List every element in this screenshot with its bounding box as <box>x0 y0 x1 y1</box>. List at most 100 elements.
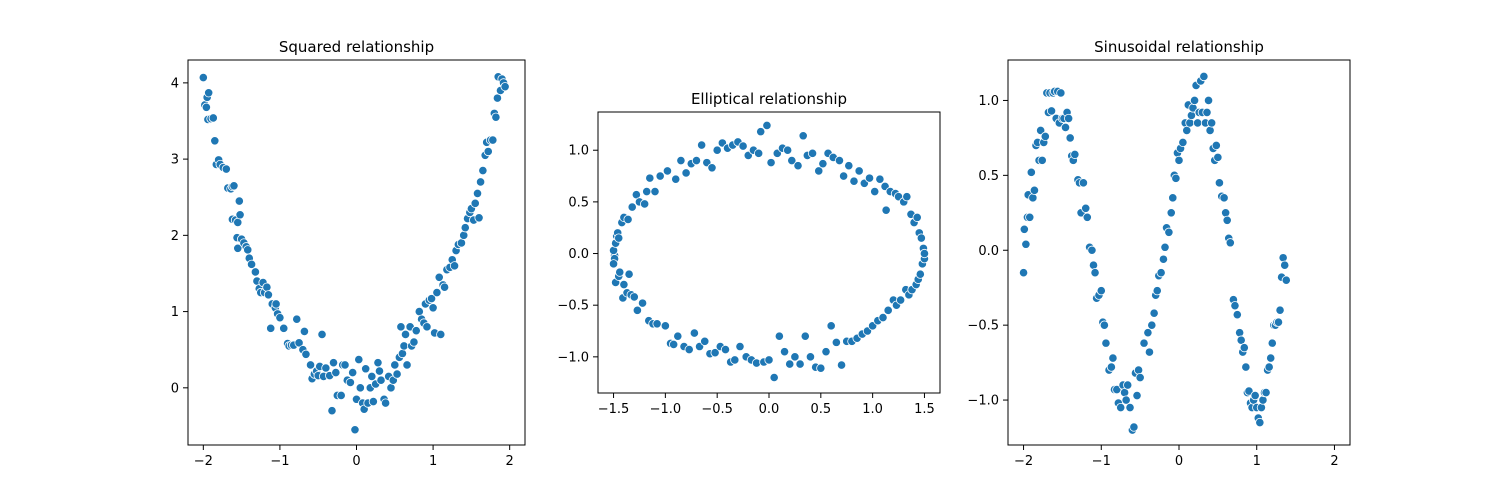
data-point <box>1133 365 1144 375</box>
data-point <box>839 171 849 181</box>
data-point <box>1099 320 1109 330</box>
data-point <box>1064 113 1074 124</box>
data-point <box>795 359 805 369</box>
data-point <box>411 326 421 336</box>
data-point <box>660 321 670 331</box>
data-point <box>229 181 239 191</box>
data-point <box>1211 140 1221 150</box>
data-point <box>1241 362 1251 372</box>
data-point <box>292 314 302 324</box>
data-point <box>368 396 378 407</box>
data-point <box>492 93 503 103</box>
data-point <box>348 367 358 378</box>
data-point <box>712 145 722 155</box>
data-point <box>414 306 424 317</box>
data-point <box>1121 395 1131 405</box>
data-point <box>1221 208 1231 218</box>
data-point <box>374 366 385 376</box>
data-point <box>1149 308 1159 318</box>
data-point <box>367 371 377 381</box>
x-tick-label: 2 <box>506 454 514 469</box>
data-point <box>896 295 906 305</box>
data-point <box>1135 372 1145 383</box>
data-point <box>1202 107 1212 118</box>
data-point <box>475 177 486 187</box>
data-point <box>818 159 828 169</box>
data-point <box>436 329 446 340</box>
y-tick-label: 0 <box>171 381 179 396</box>
data-point <box>1225 238 1235 248</box>
data-point <box>785 359 795 369</box>
data-point <box>500 82 510 92</box>
data-point <box>676 155 686 166</box>
y-tick-label: −0.5 <box>557 299 589 314</box>
data-point <box>1281 275 1291 285</box>
data-point <box>1065 133 1075 143</box>
data-point <box>864 173 875 183</box>
x-tick-label: −0.5 <box>701 402 733 417</box>
data-point <box>730 355 740 365</box>
data-point <box>814 166 824 176</box>
data-point <box>201 102 211 112</box>
data-point <box>1123 380 1133 390</box>
data-point <box>707 163 717 173</box>
data-point <box>834 155 845 166</box>
data-point <box>684 345 694 355</box>
data-point <box>321 363 331 373</box>
data-point <box>422 322 432 332</box>
data-point <box>373 358 383 368</box>
x-tick-label: 0.0 <box>759 402 780 417</box>
data-point <box>470 198 480 208</box>
data-point <box>235 210 245 220</box>
data-point <box>710 348 720 358</box>
y-tick-label: 1 <box>171 305 179 320</box>
y-tick-label: 2 <box>171 229 179 244</box>
chart-title: Sinusoidal relationship <box>1094 38 1264 56</box>
data-point <box>662 166 673 176</box>
data-point <box>1096 286 1106 296</box>
data-point <box>434 272 444 282</box>
data-point <box>1037 155 1047 165</box>
data-point <box>1185 118 1195 128</box>
data-point <box>1070 149 1080 159</box>
data-point <box>380 398 391 408</box>
data-point <box>210 136 220 146</box>
data-point <box>1147 320 1157 330</box>
data-point <box>1264 362 1274 372</box>
data-point <box>204 88 214 98</box>
data-point <box>376 375 386 385</box>
data-point <box>870 186 880 197</box>
data-point <box>350 425 360 435</box>
data-point <box>624 269 634 279</box>
data-point <box>1255 417 1265 428</box>
data-point <box>1101 338 1111 348</box>
data-point <box>764 355 774 365</box>
data-point <box>1056 88 1066 98</box>
sinusoidal-relationship-panel: −2 −1 0 1 2 −1.0 −0.5 0.0 0.5 1.0 Sinusoidal relat… <box>967 38 1351 469</box>
data-point <box>774 331 784 341</box>
data-point <box>354 355 364 365</box>
data-point <box>1222 215 1232 225</box>
data-point <box>854 166 864 176</box>
data-point <box>250 267 260 277</box>
data-point <box>1186 110 1197 121</box>
data-point <box>637 298 648 308</box>
data-point <box>1273 317 1284 327</box>
data-point <box>619 279 629 290</box>
data-point <box>409 337 419 347</box>
data-point <box>787 155 797 166</box>
data-point <box>883 305 893 315</box>
data-point <box>805 352 816 362</box>
data-point <box>299 326 310 337</box>
data-points <box>608 120 930 383</box>
y-tick-label: 0.0 <box>568 247 589 262</box>
y-tick-label: −1.0 <box>557 350 589 365</box>
data-point <box>1230 301 1240 311</box>
data-point <box>826 321 836 331</box>
data-point <box>1168 193 1178 203</box>
data-point <box>629 292 639 302</box>
data-point <box>345 377 355 388</box>
data-point <box>1139 338 1149 348</box>
data-point <box>1160 242 1170 252</box>
data-point <box>399 341 409 351</box>
